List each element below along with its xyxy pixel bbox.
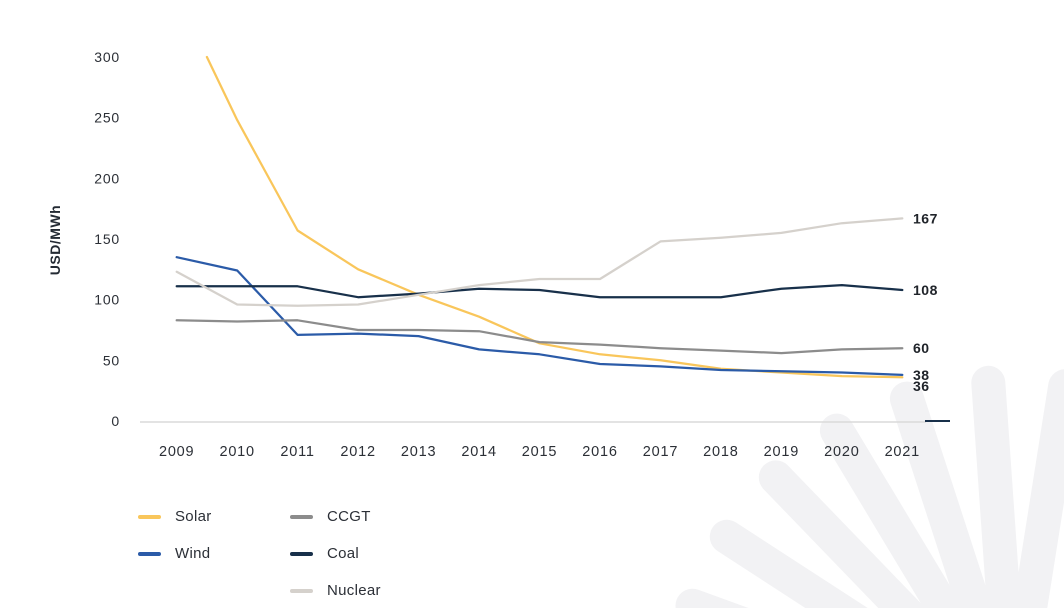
y-axis-tick-label: 100 [94, 292, 120, 308]
series-end-value-label: 38 [913, 367, 930, 383]
legend-item-solar: Solar [138, 498, 290, 535]
x-axis-tick-label: 2013 [401, 444, 436, 460]
series-end-value-label: 167 [913, 210, 938, 226]
legend-swatch-ccgt-icon [290, 514, 313, 519]
x-axis-tick-label: 2021 [885, 444, 920, 460]
legend-label: Solar [175, 508, 212, 525]
legend-label: CCGT [327, 508, 371, 525]
legend-column: CCGT Coal Nuclear [290, 498, 381, 608]
legend-item-ccgt: CCGT [290, 498, 381, 535]
legend-item-wind: Wind [138, 535, 290, 572]
legend-item-nuclear: Nuclear [290, 572, 381, 608]
legend-column: Solar Wind [138, 498, 290, 608]
x-axis-tick-label: 2009 [159, 444, 194, 460]
y-axis-tick-label: 200 [94, 170, 120, 186]
legend-swatch-solar-icon [138, 514, 161, 519]
legend: Solar Wind CCGT Coal Nuclear [138, 498, 381, 608]
x-axis-tick-label: 2019 [764, 444, 799, 460]
series-line-solar [205, 55, 904, 379]
y-axis-tick-label: 300 [94, 49, 120, 65]
y-axis-tick-label: 250 [94, 110, 120, 126]
x-axis-tick-label: 2018 [703, 444, 738, 460]
series-line-wind [175, 256, 904, 377]
x-axis-tick-label: 2011 [280, 444, 314, 460]
y-axis-tick-label: 150 [94, 231, 120, 247]
legend-swatch-wind-icon [138, 551, 161, 556]
series-end-value-label: 60 [913, 340, 930, 356]
legend-label: Wind [175, 545, 211, 562]
x-axis-tick-label: 2010 [219, 444, 254, 460]
x-axis-tick-label: 2016 [582, 444, 617, 460]
series-end-value-label: 108 [913, 282, 938, 298]
x-axis-tick-label: 2020 [824, 444, 859, 460]
x-axis-tick-label: 2017 [643, 444, 678, 460]
legend-swatch-coal-icon [290, 551, 313, 556]
series-line-nuclear [175, 217, 904, 307]
x-axis-tick-label: 2015 [522, 444, 557, 460]
x-axis-tick-label: 2014 [461, 444, 496, 460]
series-line-coal [175, 283, 904, 299]
y-axis-title: USD/MWh [47, 204, 63, 276]
x-axis-tick-label: 2012 [340, 444, 375, 460]
series-line-ccgt [175, 319, 904, 355]
series-end-value-label: 36 [913, 378, 930, 394]
legend-item-coal: Coal [290, 535, 381, 572]
y-axis-tick-label: 0 [111, 413, 120, 429]
sunburst-watermark-icon [675, 365, 1064, 608]
legend-swatch-nuclear-icon [290, 588, 313, 593]
legend-label: Coal [327, 545, 360, 562]
y-axis-tick-label: 50 [103, 352, 120, 368]
legend-label: Nuclear [327, 582, 381, 599]
